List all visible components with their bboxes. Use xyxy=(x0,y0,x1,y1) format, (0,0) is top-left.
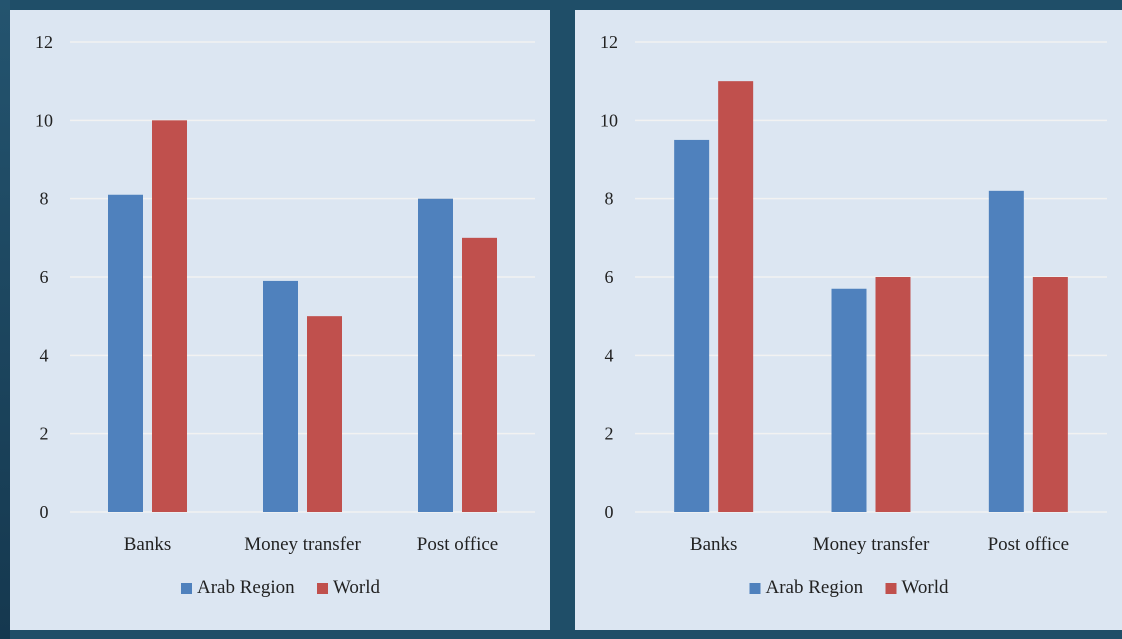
y-tick-label: 8 xyxy=(605,189,614,209)
x-category-label: Money transfer xyxy=(244,534,361,555)
bar-world xyxy=(875,277,911,512)
y-tick-label: 2 xyxy=(605,424,614,444)
legend-swatch xyxy=(749,583,761,594)
y-tick-label: 0 xyxy=(40,502,49,522)
x-category-label: Banks xyxy=(690,534,738,555)
y-tick-label: 4 xyxy=(605,345,614,365)
y-tick-label: 6 xyxy=(605,267,614,287)
legend-label: Arab Region xyxy=(766,577,864,598)
slide-left-edge xyxy=(0,0,10,639)
legend-label: World xyxy=(902,577,950,598)
y-tick-label: 12 xyxy=(35,32,53,52)
bar-arab-region xyxy=(674,139,710,512)
bar-chart-right: 0 2 4 6 8 10 12 Banks Money transfer Post office A… xyxy=(575,10,1122,630)
bar-arab-region xyxy=(831,288,867,512)
bar-world xyxy=(462,237,497,513)
y-tick-label: 6 xyxy=(40,267,49,287)
y-tick-label: 12 xyxy=(600,32,618,52)
bar-arab-region xyxy=(108,194,143,512)
y-tick-label: 8 xyxy=(40,189,49,209)
x-category-label: Money transfer xyxy=(813,534,930,555)
bar-arab-region xyxy=(263,280,298,512)
y-tick-label: 4 xyxy=(40,345,49,365)
bar-world xyxy=(718,81,754,513)
y-tick-label: 2 xyxy=(40,424,49,444)
bar-world xyxy=(1032,277,1068,512)
bar-arab-region xyxy=(988,190,1024,513)
legend-swatch xyxy=(181,583,192,594)
x-category-label: Post office xyxy=(988,534,1069,555)
y-tick-label: 10 xyxy=(35,110,53,130)
legend-label: World xyxy=(333,577,381,598)
y-tick-label: 0 xyxy=(605,502,614,522)
legend-swatch xyxy=(317,583,328,594)
legend-label: Arab Region xyxy=(197,577,295,598)
bar-arab-region xyxy=(418,198,453,512)
x-category-label: Post office xyxy=(417,534,498,555)
bar-world xyxy=(152,120,187,512)
x-category-label: Banks xyxy=(124,534,172,555)
bar-chart-left: 0 2 4 6 8 10 12 Banks Money transfer Post office A… xyxy=(10,10,550,630)
chart-panel-left: 0 2 4 6 8 10 12 Banks Money transfer Post office A… xyxy=(10,10,550,630)
chart-panel-right: 0 2 4 6 8 10 12 Banks Money transfer Post office A… xyxy=(575,10,1122,630)
bar-world xyxy=(307,316,342,512)
y-tick-label: 10 xyxy=(600,110,618,130)
legend-swatch xyxy=(885,583,897,594)
